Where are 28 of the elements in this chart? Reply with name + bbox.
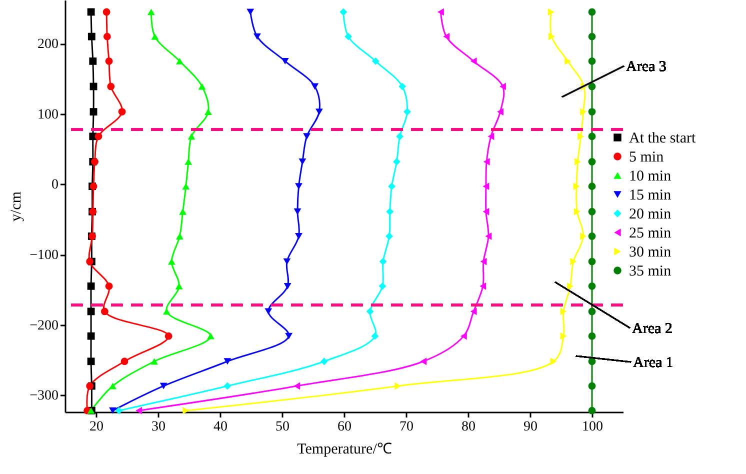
text: Area 1 bbox=[633, 355, 674, 371]
legend-label: 35 min bbox=[629, 264, 672, 280]
x-tick-label: 70 bbox=[400, 420, 414, 434]
y-tick-label: 100 bbox=[38, 107, 58, 122]
legend-label: 10 min bbox=[629, 168, 672, 184]
x-tick-label: 90 bbox=[524, 420, 538, 434]
y-axis-title: y/cm bbox=[8, 191, 25, 222]
y-tick-label: 200 bbox=[38, 37, 58, 52]
y-tick-label: −200 bbox=[30, 318, 58, 334]
legend-label: 30 min bbox=[629, 244, 672, 260]
x-tick-label: 50 bbox=[276, 420, 290, 434]
y-tick-label: −300 bbox=[30, 388, 58, 404]
x-tick-label: 30 bbox=[152, 420, 166, 434]
legend-label: 15 min bbox=[629, 188, 672, 204]
x-tick-label: 80 bbox=[462, 420, 476, 434]
legend-label: 20 min bbox=[629, 206, 672, 222]
text: Area 2 bbox=[632, 321, 672, 337]
legend-label: 5 min bbox=[629, 150, 664, 166]
x-tick-label: 40 bbox=[214, 420, 228, 434]
x-tick-label: 20 bbox=[90, 420, 104, 434]
y-tick-label: −100 bbox=[30, 248, 58, 264]
legend-label: 25 min bbox=[629, 226, 672, 242]
x-tick-label: 60 bbox=[338, 420, 352, 434]
text: Area 3 bbox=[626, 59, 666, 75]
y-tick-label: 0 bbox=[52, 178, 58, 193]
legend-label: At the start bbox=[629, 130, 696, 146]
x-axis-title: Temperature/℃ bbox=[297, 442, 392, 458]
x-tick-label: 100 bbox=[582, 420, 603, 434]
